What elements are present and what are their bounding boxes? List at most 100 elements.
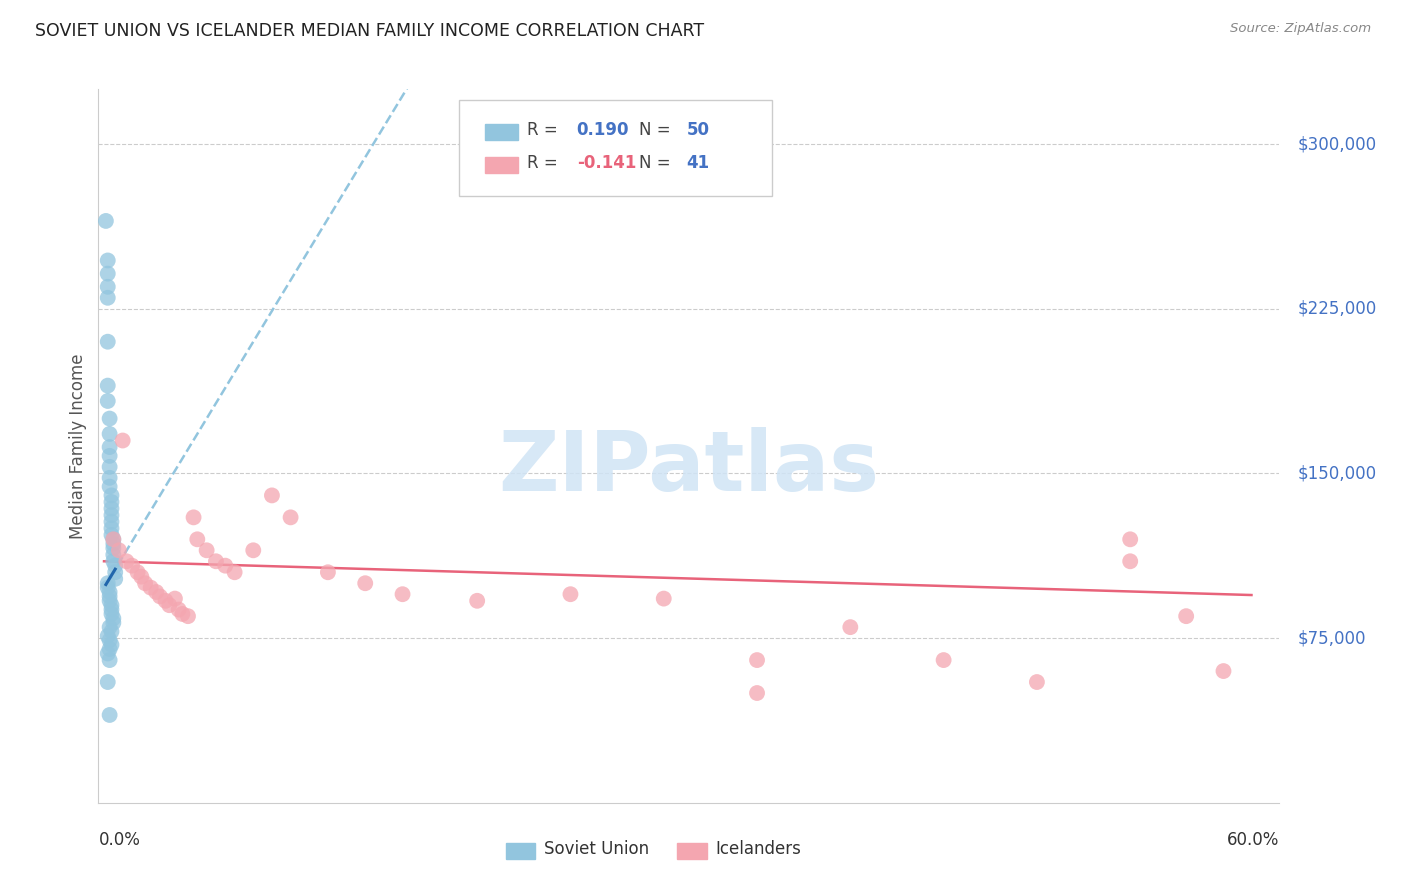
Bar [485, 124, 517, 140]
Bar [485, 157, 517, 173]
Point [103, 548, 125, 562]
Point [100, 495, 122, 509]
Point [115, 554, 138, 568]
Point [100, 598, 122, 612]
Text: N =: N = [640, 153, 676, 171]
Point [97, 675, 120, 690]
Point [177, 609, 200, 624]
Point [172, 607, 194, 621]
Point [97, 629, 120, 643]
Point [97, 267, 120, 281]
Point [100, 521, 122, 535]
Point [932, 653, 955, 667]
Point [97, 253, 120, 268]
Point [98, 449, 121, 463]
Point [100, 638, 122, 652]
Point [157, 598, 180, 612]
Text: 0.0%: 0.0% [98, 831, 141, 849]
Point [100, 602, 122, 616]
Text: 60.0%: 60.0% [1227, 831, 1279, 849]
Point [465, 594, 488, 608]
Text: Soviet Union: Soviet Union [544, 840, 648, 858]
Text: 0.190: 0.190 [576, 121, 630, 139]
Point [354, 576, 377, 591]
Point [98, 411, 121, 425]
Text: $75,000: $75,000 [1298, 629, 1365, 647]
Point [167, 602, 190, 616]
Point [652, 591, 675, 606]
Text: R =: R = [527, 153, 564, 171]
Point [98, 459, 121, 474]
Point [1212, 664, 1234, 678]
Text: R =: R = [527, 121, 564, 139]
Point [97, 280, 120, 294]
Point [97, 291, 120, 305]
Point [186, 533, 208, 547]
Point [103, 615, 125, 630]
Point [280, 510, 302, 524]
Point [224, 566, 246, 580]
Point [149, 590, 172, 604]
Point [100, 528, 122, 542]
Point [97, 581, 120, 595]
Point [97, 334, 120, 349]
Point [131, 569, 153, 583]
Text: 50: 50 [686, 121, 710, 139]
Point [98, 633, 121, 648]
Bar [678, 844, 707, 859]
Point [103, 611, 125, 625]
Point [1175, 609, 1198, 624]
Point [97, 576, 120, 591]
Point [97, 378, 120, 392]
Point [98, 653, 121, 667]
Point [163, 591, 186, 606]
Text: SOVIET UNION VS ICELANDER MEDIAN FAMILY INCOME CORRELATION CHART: SOVIET UNION VS ICELANDER MEDIAN FAMILY … [35, 22, 704, 40]
Point [98, 585, 121, 599]
Point [183, 510, 205, 524]
Point [139, 581, 162, 595]
Point [145, 585, 167, 599]
Text: -0.141: -0.141 [576, 153, 636, 171]
Point [100, 488, 122, 502]
Point [100, 624, 122, 639]
Point [97, 394, 120, 409]
Point [560, 587, 582, 601]
Point [839, 620, 862, 634]
Point [103, 537, 125, 551]
FancyBboxPatch shape [458, 100, 772, 196]
Point [1119, 554, 1142, 568]
Point [94, 214, 117, 228]
Point [214, 558, 236, 573]
Text: 41: 41 [686, 153, 710, 171]
Point [104, 566, 127, 580]
Point [1119, 533, 1142, 547]
Point [242, 543, 264, 558]
Point [103, 533, 125, 547]
Point [127, 566, 149, 580]
Point [98, 440, 121, 454]
Point [134, 576, 156, 591]
Point [103, 533, 125, 547]
Text: $150,000: $150,000 [1298, 465, 1376, 483]
Point [98, 594, 121, 608]
Point [1025, 675, 1047, 690]
Point [111, 434, 134, 448]
Point [100, 508, 122, 523]
Point [100, 515, 122, 529]
Point [205, 554, 228, 568]
Point [195, 543, 218, 558]
Point [104, 572, 127, 586]
Point [104, 558, 127, 573]
Point [100, 501, 122, 516]
Point [98, 471, 121, 485]
Text: Icelanders: Icelanders [714, 840, 801, 858]
Text: ZIPatlas: ZIPatlas [499, 427, 879, 508]
Point [98, 620, 121, 634]
Point [103, 541, 125, 555]
Point [108, 543, 131, 558]
Point [260, 488, 283, 502]
Point [98, 708, 121, 723]
Point [97, 647, 120, 661]
Text: $300,000: $300,000 [1298, 135, 1376, 153]
Y-axis label: Median Family Income: Median Family Income [69, 353, 87, 539]
